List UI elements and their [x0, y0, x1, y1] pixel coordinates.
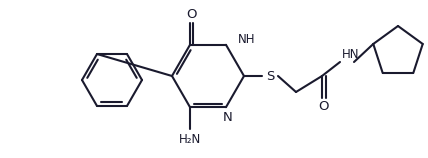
Text: O: O: [186, 8, 197, 21]
Text: NH: NH: [238, 33, 256, 46]
Text: HN: HN: [342, 48, 360, 61]
Text: S: S: [266, 70, 274, 82]
Text: N: N: [223, 111, 233, 124]
Text: H₂N: H₂N: [179, 133, 201, 146]
Text: O: O: [319, 100, 329, 112]
